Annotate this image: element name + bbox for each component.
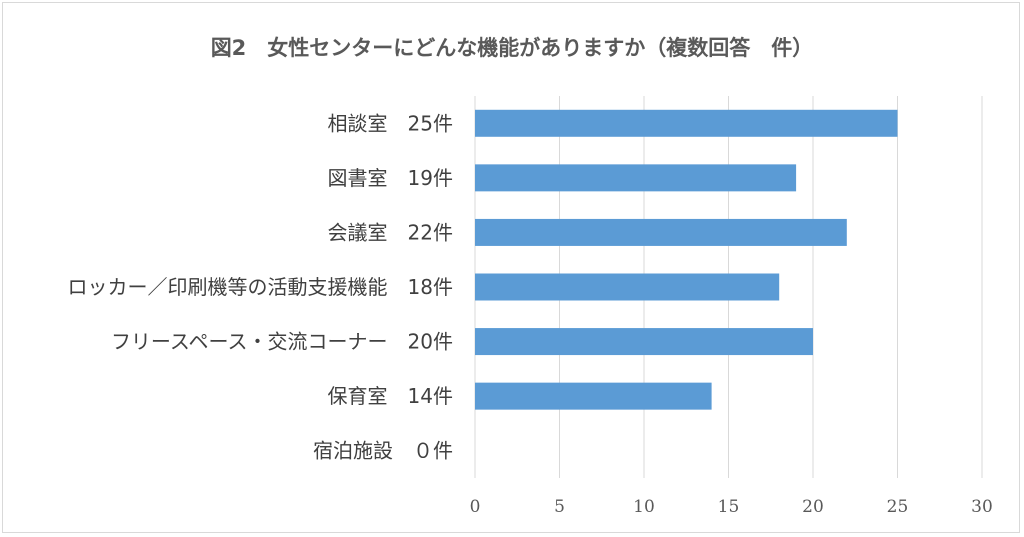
x-tick-label: 25 bbox=[887, 497, 909, 517]
x-axis-ticks: 0 5 10 15 20 25 30 bbox=[470, 497, 993, 517]
x-tick-label: 15 bbox=[718, 497, 740, 517]
x-tick-label: 0 bbox=[470, 497, 481, 517]
category-label: フリースペース・交流コーナー 20件 bbox=[111, 330, 453, 354]
category-label: 保育室 14件 bbox=[328, 384, 453, 408]
bar bbox=[475, 273, 780, 301]
x-tick-label: 20 bbox=[802, 497, 824, 517]
category-label: 会議室 22件 bbox=[328, 220, 453, 244]
bar bbox=[475, 109, 898, 137]
bar bbox=[475, 328, 813, 356]
x-tick-label: 10 bbox=[633, 497, 655, 517]
bar bbox=[475, 218, 847, 246]
category-label: 宿泊施設 ０件 bbox=[313, 439, 453, 463]
category-label: 相談室 25件 bbox=[328, 111, 453, 135]
grid-lines bbox=[474, 96, 983, 478]
bar bbox=[475, 164, 797, 192]
bar bbox=[475, 382, 712, 410]
category-label: ロッカー／印刷機等の活動支援機能 18件 bbox=[68, 275, 453, 299]
category-label: 図書室 19件 bbox=[328, 166, 453, 190]
bars bbox=[475, 109, 898, 410]
chart-title: 図2 女性センターにどんな機能がありますか（複数回答 件） bbox=[211, 36, 814, 60]
x-tick-label: 5 bbox=[554, 497, 565, 517]
x-tick-label: 30 bbox=[971, 497, 993, 517]
